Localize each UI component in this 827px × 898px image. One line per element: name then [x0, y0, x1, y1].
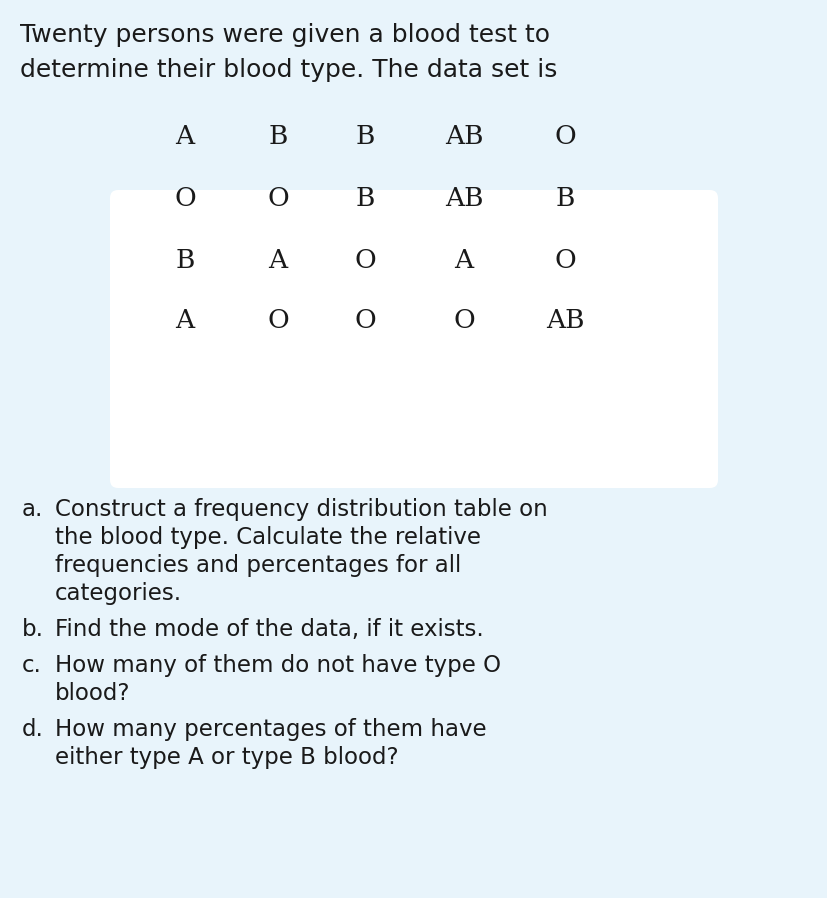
- Text: either type A or type B blood?: either type A or type B blood?: [55, 746, 398, 769]
- Text: AB: AB: [545, 307, 584, 332]
- Text: O: O: [452, 307, 475, 332]
- Text: the blood type. Calculate the relative: the blood type. Calculate the relative: [55, 526, 480, 549]
- Text: How many of them do not have type O: How many of them do not have type O: [55, 654, 500, 677]
- Text: determine their blood type. The data set is: determine their blood type. The data set…: [20, 58, 557, 82]
- Text: O: O: [267, 186, 289, 210]
- Text: A: A: [175, 124, 194, 148]
- Text: categories.: categories.: [55, 582, 182, 605]
- Text: O: O: [354, 307, 375, 332]
- FancyBboxPatch shape: [110, 190, 717, 488]
- Text: O: O: [174, 186, 196, 210]
- Text: blood?: blood?: [55, 682, 131, 705]
- Text: A: A: [175, 307, 194, 332]
- Text: How many percentages of them have: How many percentages of them have: [55, 718, 486, 741]
- Text: B: B: [175, 248, 194, 272]
- Text: O: O: [354, 248, 375, 272]
- Text: O: O: [553, 124, 576, 148]
- Text: d.: d.: [22, 718, 44, 741]
- Text: AB: AB: [444, 124, 483, 148]
- Text: AB: AB: [444, 186, 483, 210]
- Text: B: B: [268, 124, 287, 148]
- Text: B: B: [355, 124, 375, 148]
- Text: Twenty persons were given a blood test to: Twenty persons were given a blood test t…: [20, 23, 549, 47]
- Text: Find the mode of the data, if it exists.: Find the mode of the data, if it exists.: [55, 618, 483, 641]
- Text: Construct a frequency distribution table on: Construct a frequency distribution table…: [55, 498, 547, 521]
- Text: B: B: [555, 186, 574, 210]
- Text: A: A: [268, 248, 287, 272]
- Text: frequencies and percentages for all: frequencies and percentages for all: [55, 554, 461, 577]
- Text: O: O: [267, 307, 289, 332]
- Text: A: A: [454, 248, 473, 272]
- Text: O: O: [553, 248, 576, 272]
- Text: B: B: [355, 186, 375, 210]
- Text: a.: a.: [22, 498, 43, 521]
- Text: c.: c.: [22, 654, 42, 677]
- Text: b.: b.: [22, 618, 44, 641]
